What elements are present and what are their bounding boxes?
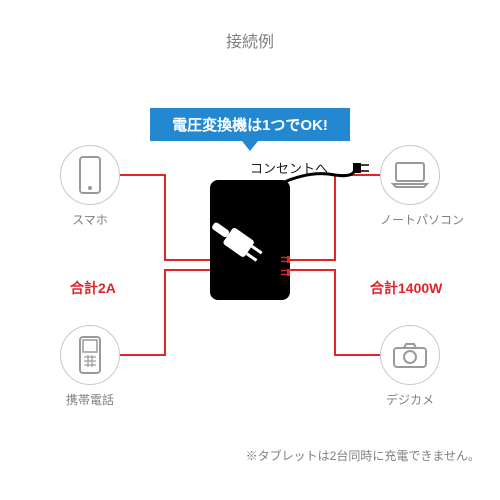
camera-icon bbox=[380, 325, 440, 385]
smartphone-icon bbox=[60, 145, 120, 205]
laptop-icon bbox=[380, 145, 440, 205]
feature-phone-icon bbox=[60, 325, 120, 385]
adapter-ports-icon bbox=[210, 180, 290, 300]
voltage-adapter bbox=[210, 180, 290, 300]
